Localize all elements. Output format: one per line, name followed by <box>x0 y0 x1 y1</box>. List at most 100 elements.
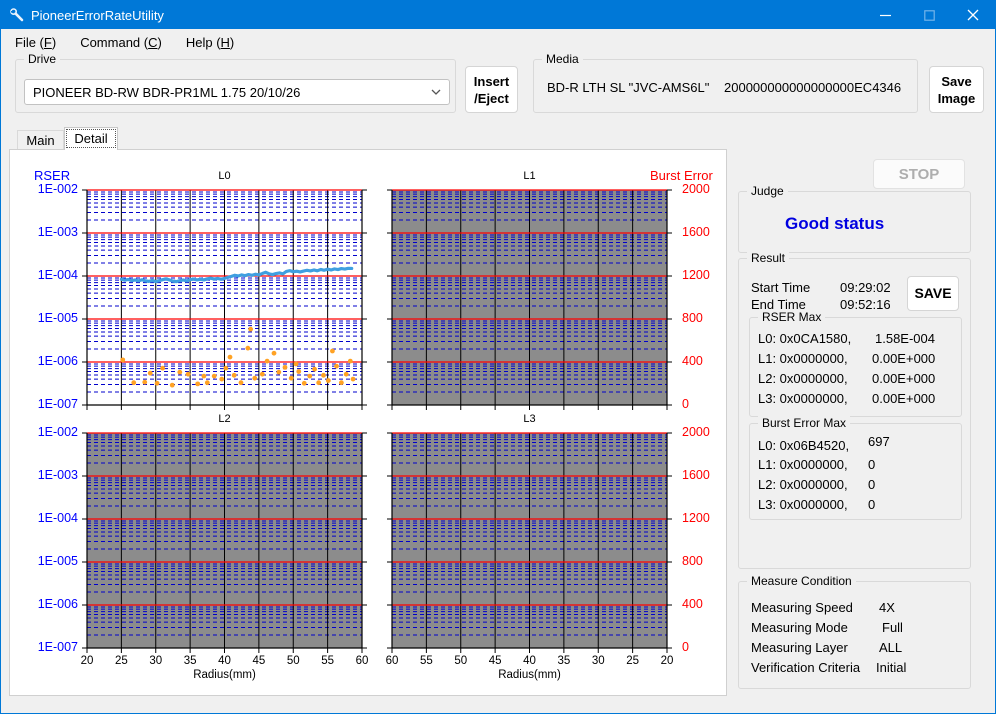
x-tick: 40 <box>218 655 231 667</box>
x-tick: 25 <box>626 655 640 667</box>
x-tick: 55 <box>321 655 335 667</box>
burst-max-l3-val: 0 <box>868 497 876 512</box>
stop-button[interactable]: STOP <box>873 159 965 189</box>
judge-group: Judge Good status <box>738 184 971 253</box>
menu-help[interactable]: Help (H) <box>185 34 235 50</box>
burst-max-l0-addr: L0: 0x06B4520, <box>758 438 850 453</box>
chevron-down-icon <box>431 89 441 95</box>
verification-criteria-value: Initial <box>876 660 907 675</box>
drive-group: Drive PIONEER BD-RW BDR-PR1ML 1.75 20/10… <box>15 52 456 113</box>
chart-plot-l1 <box>387 189 672 410</box>
close-button[interactable] <box>951 1 995 29</box>
measuring-mode-value: Full <box>882 620 903 635</box>
burst-error-tick: 800 <box>682 311 703 325</box>
title-bar: PioneerErrorRateUtility <box>1 1 995 29</box>
chart-title-l1: L1 <box>523 170 536 182</box>
burst-max-l1-val: 0 <box>868 457 876 472</box>
measure-condition-label: Measure Condition <box>747 574 856 588</box>
chart-title-l3: L3 <box>523 413 536 425</box>
chart-title-l0: L0 <box>218 170 231 182</box>
tab-detail[interactable]: Detail <box>64 127 118 150</box>
rser-max-l0-val: 1.58E-004 <box>875 331 935 346</box>
x-tick: 35 <box>557 655 571 667</box>
burst-error-tick: 1600 <box>682 468 710 482</box>
measuring-mode-label: Measuring Mode <box>751 620 848 635</box>
burst-max-l0-val: 697 <box>868 434 890 449</box>
judge-status-text: Good status <box>785 214 885 233</box>
rser-tick: 1E-006 <box>37 597 78 611</box>
x-axis-label: Radius(mm) <box>193 669 256 681</box>
maximize-button[interactable] <box>907 1 951 29</box>
start-time-value: 09:29:02 <box>840 280 891 295</box>
drive-selected-value: PIONEER BD-RW BDR-PR1ML 1.75 20/10/26 <box>33 84 301 100</box>
burst-max-l1-addr: L1: 0x0000000, <box>758 457 848 472</box>
result-group-label: Result <box>747 251 790 265</box>
menu-command[interactable]: Command (C) <box>80 34 162 50</box>
rser-tick: 1E-003 <box>37 468 78 482</box>
x-tick: 40 <box>523 655 536 667</box>
tab-main[interactable]: Main <box>17 130 64 150</box>
rser-tick: 1E-002 <box>37 425 78 439</box>
media-group: Media BD-R LTH SL "JVC-AMS6L" 2000000000… <box>533 52 918 113</box>
end-time-label: End Time <box>751 297 806 312</box>
rser-tick: 1E-004 <box>37 511 78 525</box>
rser-max-l3-addr: L3: 0x0000000, <box>758 391 848 406</box>
rser-tick: 1E-003 <box>37 225 78 239</box>
rser-tick: 1E-007 <box>37 640 78 654</box>
burst-error-max-group: Burst Error Max L0: 0x06B4520, 697 L1: 0… <box>749 416 962 520</box>
rser-max-l1-addr: L1: 0x0000000, <box>758 351 848 366</box>
rser-tick: 1E-005 <box>37 554 78 568</box>
measure-condition-group: Measure Condition Measuring Speed 4X Mea… <box>738 574 971 689</box>
x-tick: 60 <box>355 655 369 667</box>
burst-error-tick: 400 <box>682 354 703 368</box>
menu-file[interactable]: File (F) <box>15 34 57 50</box>
rser-axis-label: RSER <box>34 168 71 183</box>
x-tick: 30 <box>591 655 605 667</box>
minimize-button[interactable] <box>863 1 907 29</box>
save-button[interactable]: SAVE <box>907 276 959 311</box>
x-tick: 20 <box>80 655 94 667</box>
rser-max-l2-val: 0.00E+000 <box>872 371 936 386</box>
burst-error-tick: 0 <box>682 640 689 654</box>
rser-max-l2-addr: L2: 0x0000000, <box>758 371 848 386</box>
measuring-speed-value: 4X <box>879 600 895 615</box>
burst-error-tick: 400 <box>682 597 703 611</box>
burst-error-axis-label: Burst Error <box>650 168 713 183</box>
start-time-label: Start Time <box>751 280 811 295</box>
media-group-label: Media <box>542 52 583 66</box>
end-time-value: 09:52:16 <box>840 297 891 312</box>
result-group: Result Start Time 09:29:02 End Time 09:5… <box>738 251 971 569</box>
verification-criteria-label: Verification Criteria <box>751 660 861 675</box>
chart-plot-l2 <box>82 432 367 653</box>
menu-bar: File (F) Command (C) Help (H) <box>1 29 995 55</box>
x-tick: 25 <box>114 655 128 667</box>
burst-error-tick: 2000 <box>682 425 710 439</box>
burst-max-l2-addr: L2: 0x0000000, <box>758 477 848 492</box>
burst-error-tick: 1200 <box>682 511 710 525</box>
measuring-layer-label: Measuring Layer <box>751 640 848 655</box>
x-tick: 50 <box>454 655 468 667</box>
insert-eject-button[interactable]: Insert /Eject <box>465 66 518 113</box>
burst-error-tick: 800 <box>682 554 703 568</box>
rser-tick: 1E-005 <box>37 311 78 325</box>
chart-plot-l3 <box>387 432 672 653</box>
detail-tab-panel: RSER Burst Error L0 L1 L2 20 25 30 35 40 45 50 55 6… <box>9 149 727 696</box>
rser-max-l0-addr: L0: 0x0CA1580, <box>758 331 852 346</box>
rser-max-group: RSER Max L0: 0x0CA1580, 1.58E-004 L1: 0x… <box>749 310 962 417</box>
drive-group-label: Drive <box>24 52 61 66</box>
burst-error-tick: 1600 <box>682 225 710 239</box>
drive-combobox[interactable]: PIONEER BD-RW BDR-PR1ML 1.75 20/10/26 <box>24 79 450 105</box>
x-axis-label: Radius(mm) <box>498 669 561 681</box>
x-tick: 45 <box>252 655 266 667</box>
burst-error-tick: 2000 <box>682 182 710 196</box>
x-tick: 30 <box>149 655 163 667</box>
x-tick: 55 <box>419 655 433 667</box>
rser-max-l3-val: 0.00E+000 <box>872 391 936 406</box>
rser-max-label: RSER Max <box>758 310 826 324</box>
media-id: 200000000000000000EC4346 <box>724 80 902 95</box>
save-image-button[interactable]: Save Image <box>929 66 984 113</box>
wrench-icon <box>10 8 24 22</box>
rser-max-l1-val: 0.00E+000 <box>872 351 936 366</box>
rser-tick: 1E-004 <box>37 268 78 282</box>
x-tick: 50 <box>286 655 300 667</box>
